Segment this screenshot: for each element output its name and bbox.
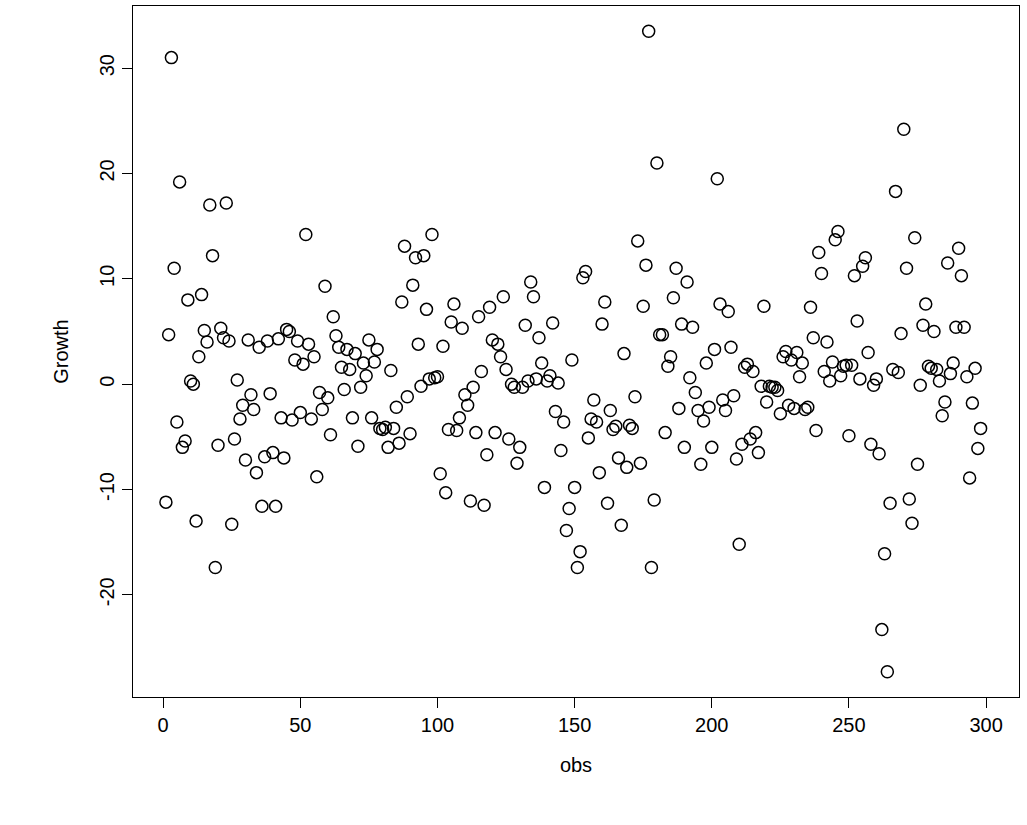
svg-text:0: 0 [96, 376, 118, 387]
svg-text:20: 20 [96, 159, 118, 181]
svg-text:0: 0 [158, 714, 169, 736]
svg-text:-20: -20 [96, 577, 118, 606]
svg-text:30: 30 [96, 54, 118, 76]
svg-text:50: 50 [289, 714, 311, 736]
svg-text:250: 250 [832, 714, 865, 736]
svg-text:obs: obs [560, 754, 592, 776]
svg-text:100: 100 [421, 714, 454, 736]
svg-text:300: 300 [969, 714, 1002, 736]
svg-text:150: 150 [558, 714, 591, 736]
svg-text:Growth: Growth [50, 319, 72, 383]
svg-text:10: 10 [96, 265, 118, 287]
svg-text:-10: -10 [96, 472, 118, 501]
svg-text:200: 200 [695, 714, 728, 736]
